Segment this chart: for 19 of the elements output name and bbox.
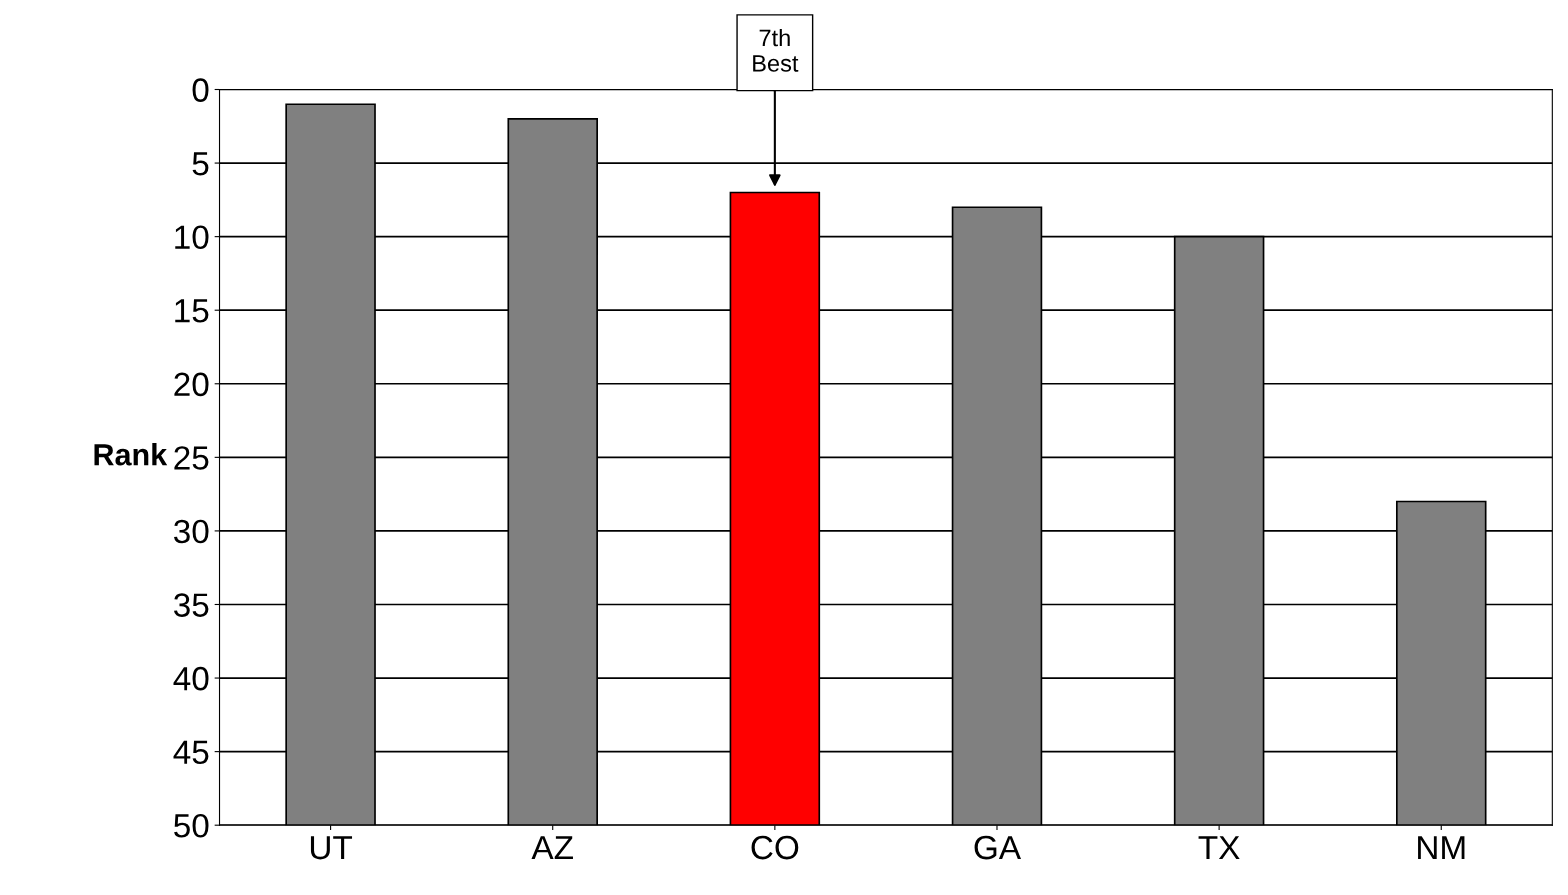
x-tick-label: TX <box>1198 836 1240 860</box>
y-tick-label: 20 <box>174 372 209 397</box>
y-tick-label: 25 <box>174 446 209 470</box>
y-tick-label: 5 <box>192 152 209 176</box>
y-tick-label: 40 <box>173 666 209 691</box>
x-tick-label: GA <box>974 835 1021 860</box>
x-tick-label: AZ <box>531 836 573 860</box>
y-tick-label: 10 <box>175 225 209 250</box>
x-tick-label: CO <box>751 835 799 860</box>
annotation: 7th Best <box>753 28 799 72</box>
y-tick-label: 45 <box>173 740 209 765</box>
y-tick-label: 0 <box>192 78 209 102</box>
x-tick-label: UT <box>310 836 353 860</box>
y-tick-label: 15 <box>175 299 209 323</box>
y-tick-label: 35 <box>174 593 209 617</box>
y-tick-label: 30 <box>174 519 209 544</box>
y-axis-title: Rank <box>94 443 168 466</box>
x-tick-label: NM <box>1418 836 1465 860</box>
y-tick-label: 50 <box>174 813 209 838</box>
